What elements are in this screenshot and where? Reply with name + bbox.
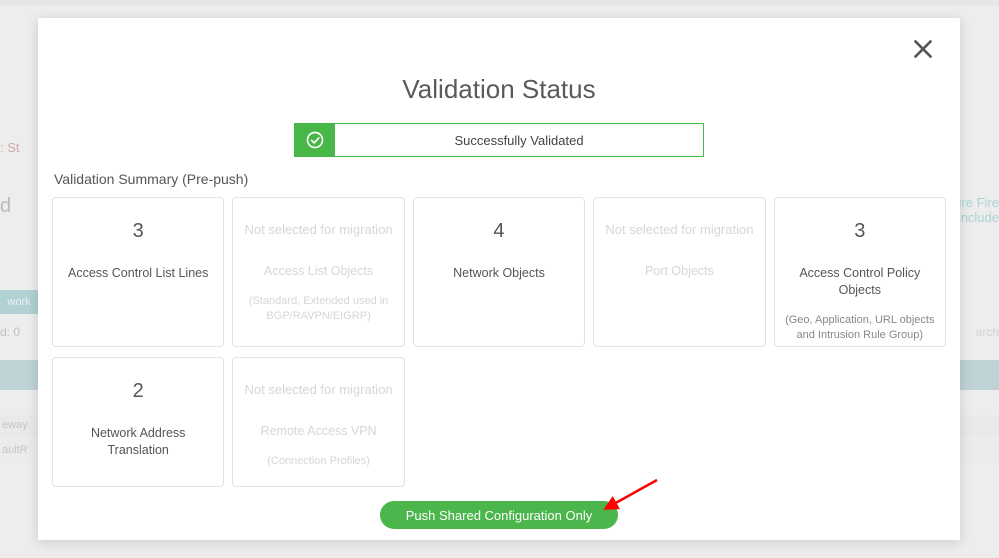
card-port-objects: Not selected for migration Port Objects: [593, 197, 765, 347]
push-shared-config-button[interactable]: Push Shared Configuration Only: [380, 501, 618, 529]
status-text: Successfully Validated: [335, 124, 703, 156]
card-title: Network Address Translation: [61, 425, 215, 459]
card-subtitle: (Standard, Extended used in BGP/RAVPN/EI…: [241, 294, 395, 325]
card-nat: 2 Network Address Translation: [52, 357, 224, 487]
card-count: 3: [854, 220, 865, 243]
summary-label: Validation Summary (Pre-push): [52, 171, 946, 187]
card-remote-access-vpn: Not selected for migration Remote Access…: [232, 357, 404, 487]
summary-card-grid-row2: 2 Network Address Translation Not select…: [52, 357, 946, 487]
card-acp-objects: 3 Access Control Policy Objects (Geo, Ap…: [774, 197, 946, 347]
card-title: Network Objects: [453, 265, 545, 282]
status-bar: Successfully Validated: [294, 123, 704, 157]
card-count: 3: [133, 220, 144, 243]
card-title: Remote Access VPN: [261, 423, 377, 440]
card-title: Access Control Policy Objects: [783, 265, 937, 299]
card-network-objects: 4 Network Objects: [413, 197, 585, 347]
check-circle-icon: [295, 124, 335, 156]
card-count: Not selected for migration: [245, 222, 393, 237]
card-count: Not selected for migration: [245, 382, 393, 397]
card-title: Port Objects: [645, 263, 714, 280]
card-acl-lines: 3 Access Control List Lines: [52, 197, 224, 347]
card-subtitle: (Geo, Application, URL objects and Intru…: [783, 313, 937, 344]
card-subtitle: (Connection Profiles): [267, 454, 370, 469]
modal-title: Validation Status: [52, 74, 946, 105]
card-count: 4: [493, 220, 504, 243]
summary-card-grid: 3 Access Control List Lines Not selected…: [52, 197, 946, 347]
close-icon[interactable]: [910, 36, 936, 62]
card-title: Access Control List Lines: [68, 265, 208, 282]
card-access-list-objects: Not selected for migration Access List O…: [232, 197, 404, 347]
validation-status-modal: Validation Status Successfully Validated…: [38, 18, 960, 540]
card-count: Not selected for migration: [605, 222, 753, 237]
card-title: Access List Objects: [264, 263, 373, 280]
card-count: 2: [133, 380, 144, 403]
